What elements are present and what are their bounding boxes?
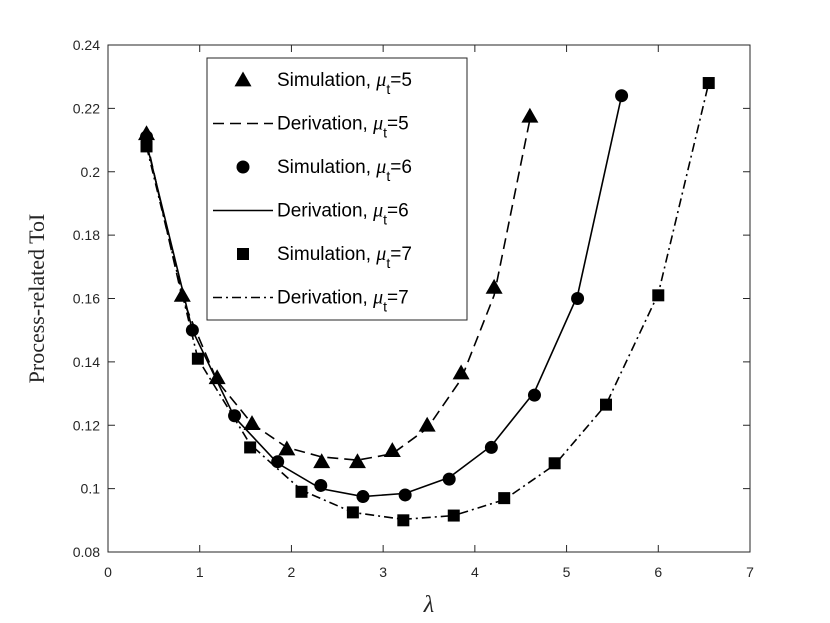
data-point-circle-2-11 xyxy=(615,89,629,103)
legend-label-1: Derivation, μt=5 xyxy=(277,113,409,141)
data-point-circle-2-0 xyxy=(140,130,154,144)
legend-label-4: Simulation, μt=7 xyxy=(277,243,412,271)
data-point-square-4-2 xyxy=(244,441,257,454)
legend-box xyxy=(206,57,468,321)
data-point-triangle-0-6 xyxy=(348,453,366,469)
data-point-circle-2-8 xyxy=(484,440,498,454)
data-point-circle-2-3 xyxy=(271,455,285,469)
legend: Simulation, μt=5 Derivation, μt=5 Simulati… xyxy=(206,57,468,321)
data-point-circle-2-4 xyxy=(314,478,328,492)
y-tick-label: 0.16 xyxy=(73,291,100,307)
data-point-circle-2-2 xyxy=(228,409,242,423)
data-point-triangle-0-3 xyxy=(243,415,261,431)
data-point-triangle-0-5 xyxy=(313,453,331,469)
x-axis-label: λ xyxy=(423,592,434,618)
data-point-square-4-4 xyxy=(346,506,359,519)
series-line-3 xyxy=(145,95,623,498)
x-tick-label: 6 xyxy=(654,564,662,580)
data-point-circle-2-6 xyxy=(398,488,412,502)
data-point-square-4-10 xyxy=(652,289,665,302)
data-point-triangle-0-4 xyxy=(278,440,296,456)
x-tick-label: 3 xyxy=(379,564,387,580)
series-line-5 xyxy=(145,82,710,521)
data-point-square-4-11 xyxy=(702,77,715,90)
axes: 0 1 2 3 4 5 6 7 0.08 0.1 0.12 0.14 0.16 0.18 0.2 0.22 0.… xyxy=(73,37,754,580)
data-point-square-4-1 xyxy=(191,352,204,365)
x-tick-label: 7 xyxy=(746,564,754,580)
data-point-triangle-0-10 xyxy=(485,278,503,294)
data-point-triangle-0-2 xyxy=(208,369,226,385)
y-tick-label: 0.2 xyxy=(81,164,101,180)
plot-area xyxy=(138,77,715,527)
data-point-triangle-0-11 xyxy=(521,107,539,123)
y-tick-label: 0.14 xyxy=(73,354,100,370)
legend-marker-2 xyxy=(236,160,250,174)
data-point-square-4-0 xyxy=(140,140,153,153)
x-tick-label: 4 xyxy=(471,564,479,580)
x-tick-label: 1 xyxy=(196,564,204,580)
data-point-triangle-0-8 xyxy=(418,416,436,432)
data-point-circle-2-9 xyxy=(527,388,541,402)
data-point-circle-2-10 xyxy=(571,292,585,305)
data-point-square-4-9 xyxy=(600,398,613,411)
data-point-square-4-7 xyxy=(498,492,511,505)
data-point-triangle-0-1 xyxy=(173,286,191,302)
x-tick-label: 2 xyxy=(288,564,296,580)
data-point-triangle-0-7 xyxy=(383,442,401,457)
legend-label-2: Simulation, μt=6 xyxy=(277,156,412,184)
y-tick-label: 0.12 xyxy=(73,417,100,433)
legend-label-3: Derivation, μt=6 xyxy=(277,200,409,228)
y-tick-label: 0.24 xyxy=(73,37,100,53)
data-point-square-4-6 xyxy=(447,509,460,522)
data-point-circle-2-7 xyxy=(442,472,456,486)
data-point-square-4-3 xyxy=(295,485,308,498)
legend-marker-4 xyxy=(237,248,249,260)
y-axis-label: Process-related ToI xyxy=(24,214,49,384)
legend-label-0: Simulation, μt=5 xyxy=(277,69,412,97)
x-tick-label: 5 xyxy=(563,564,571,580)
data-point-triangle-0-9 xyxy=(452,364,470,380)
x-tick-label: 0 xyxy=(104,564,112,580)
data-point-square-4-8 xyxy=(548,457,561,470)
legend-label-5: Derivation, μt=7 xyxy=(277,287,409,315)
data-point-circle-2-5 xyxy=(356,490,370,504)
y-tick-label: 0.1 xyxy=(81,481,101,497)
y-tick-label: 0.08 xyxy=(73,544,100,560)
data-point-square-4-5 xyxy=(397,514,410,527)
y-tick-label: 0.18 xyxy=(73,227,100,243)
y-tick-label: 0.22 xyxy=(73,100,100,116)
data-point-circle-2-1 xyxy=(185,323,199,337)
legend-marker-0 xyxy=(234,71,252,87)
